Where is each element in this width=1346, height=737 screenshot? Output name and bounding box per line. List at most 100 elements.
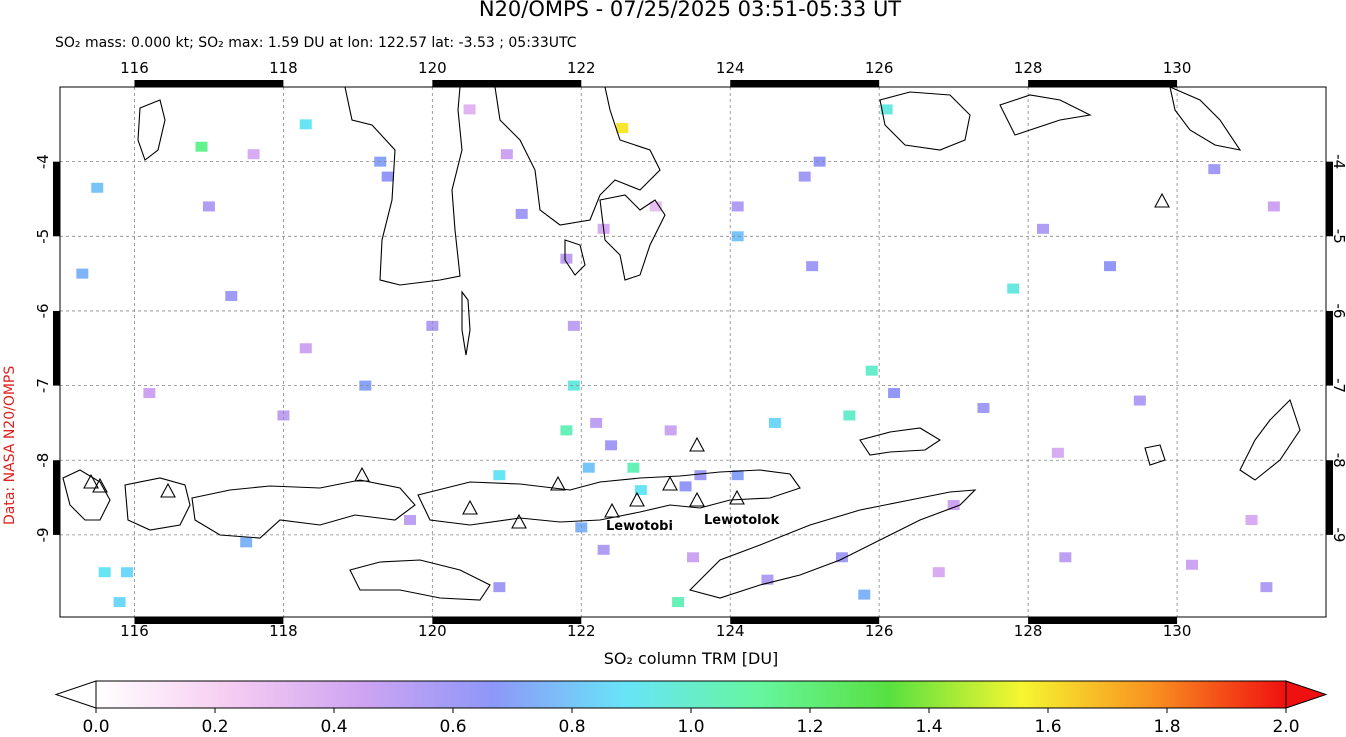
- x-tick-label: 124: [716, 59, 745, 77]
- so2-pixel: [798, 171, 811, 182]
- so2-pixel: [1059, 552, 1072, 563]
- so2-pixel: [888, 388, 901, 399]
- side-label: Data: NASA N20/OMPS: [2, 366, 18, 525]
- x-tick-label: 118: [269, 59, 298, 77]
- x-tick-label: 126: [865, 622, 894, 640]
- so2-pixel: [835, 552, 848, 563]
- so2-pixel: [627, 462, 640, 473]
- coastline: [461, 290, 471, 356]
- y-tick-label: -5: [34, 229, 52, 244]
- volcano-label: Lewotolok: [704, 513, 780, 528]
- coastline: [1169, 86, 1242, 151]
- so2-pixel: [761, 574, 774, 585]
- so2-pixel: [515, 208, 528, 219]
- so2-pixel: [277, 410, 290, 421]
- so2-pixel: [1208, 164, 1221, 175]
- colorbar: 0.0 0.2 0.4 0.6 0.8 1.0 1.2 1.4 1.6 1.8 2.0: [54, 680, 1328, 737]
- volcano-label: Lewotobi: [606, 519, 673, 534]
- so2-pixel: [143, 388, 156, 399]
- x-tick-label: 130: [1163, 59, 1192, 77]
- so2-pixel: [493, 582, 506, 593]
- so2-pixel: [1104, 261, 1117, 272]
- colorbar-tick-label: 0.2: [201, 717, 228, 737]
- so2-pixel: [299, 343, 312, 354]
- x-tick-label: 118: [269, 622, 298, 640]
- x-tick-label: 120: [418, 59, 447, 77]
- so2-pixel: [880, 104, 893, 115]
- x-tick-label: 128: [1014, 622, 1043, 640]
- so2-pixel: [1245, 514, 1258, 525]
- coastline: [62, 469, 111, 521]
- colorbar-tick-label: 0.8: [558, 717, 585, 737]
- subtitle: SO₂ mass: 0.000 kt; SO₂ max: 1.59 DU at …: [55, 35, 577, 51]
- y-tick-label: -7: [34, 378, 52, 393]
- coastline: [137, 99, 166, 161]
- so2-pixel: [426, 320, 439, 331]
- colorbar-tick-label: 1.4: [915, 717, 942, 737]
- so2-pixel: [597, 544, 610, 555]
- colorbar-tick-label: 2.0: [1272, 717, 1299, 737]
- so2-pixel: [843, 410, 856, 421]
- so2-pixel: [932, 567, 945, 578]
- so2-pixel: [590, 417, 603, 428]
- so2-pixel: [694, 470, 707, 481]
- coastline: [688, 489, 977, 599]
- so2-pixel: [195, 141, 208, 152]
- so2-pixel: [560, 425, 573, 436]
- x-tick-label: 122: [567, 622, 596, 640]
- so2-pixel: [1133, 395, 1146, 406]
- y-tick-label: -6: [34, 303, 52, 318]
- coastline: [999, 94, 1092, 136]
- frame-bar: [1326, 310, 1333, 386]
- so2-pixel: [500, 149, 513, 160]
- so2-pixel: [493, 470, 506, 481]
- so2-pixel: [1051, 447, 1064, 458]
- so2-pixel: [240, 537, 253, 548]
- so2-pixel: [463, 104, 476, 115]
- frame-bar: [134, 80, 284, 87]
- coastline: [599, 194, 666, 281]
- so2-pixel: [1260, 582, 1273, 593]
- so2-pixel: [813, 156, 826, 167]
- so2-pixel: [98, 567, 111, 578]
- title: N20/OMPS - 07/25/2025 03:51-05:33 UT: [479, 0, 901, 21]
- x-tick-label: 122: [567, 59, 596, 77]
- coastline: [564, 239, 586, 276]
- frame-bar: [134, 617, 284, 624]
- colorbar-gradient: [95, 680, 1287, 709]
- so2-pixel: [977, 402, 990, 413]
- so2-pixel: [567, 320, 580, 331]
- so2-pixel: [865, 365, 878, 376]
- so2-pixel: [687, 552, 699, 563]
- so2-pixel: [404, 514, 417, 525]
- y-tick-label: -8: [1330, 453, 1346, 468]
- so2-pixel: [947, 500, 960, 511]
- so2-pixel: [679, 481, 692, 492]
- volcanoes: [83, 192, 1170, 529]
- frame-bar: [1028, 617, 1178, 624]
- y-tick-label: -4: [34, 154, 52, 169]
- so2-pixel: [1185, 559, 1198, 570]
- so2-pixel: [664, 425, 677, 436]
- x-tick-label: 126: [865, 59, 894, 77]
- so2-pixel: [202, 201, 215, 212]
- so2-pixel: [1007, 283, 1020, 294]
- y-tick-label: -4: [1330, 154, 1346, 169]
- so2-pixel: [634, 485, 647, 496]
- x-tick-label: 128: [1014, 59, 1043, 77]
- coastline: [879, 91, 971, 151]
- frame-bar: [432, 617, 582, 624]
- coastline: [1144, 444, 1166, 466]
- x-tick-label: 116: [120, 622, 149, 640]
- so2-pixel: [113, 597, 126, 608]
- frame-bar: [730, 617, 880, 624]
- colorbar-tick-label: 1.8: [1153, 717, 1180, 737]
- colorbar-tick-label: 0.0: [82, 717, 109, 737]
- frame-bar: [1326, 161, 1333, 237]
- colorbar-tick-label: 0.6: [439, 717, 466, 737]
- colorbar-tick-label: 1.0: [677, 717, 704, 737]
- so2-pixel: [731, 231, 744, 242]
- coastline: [417, 469, 801, 526]
- grid-layer: [60, 87, 1326, 617]
